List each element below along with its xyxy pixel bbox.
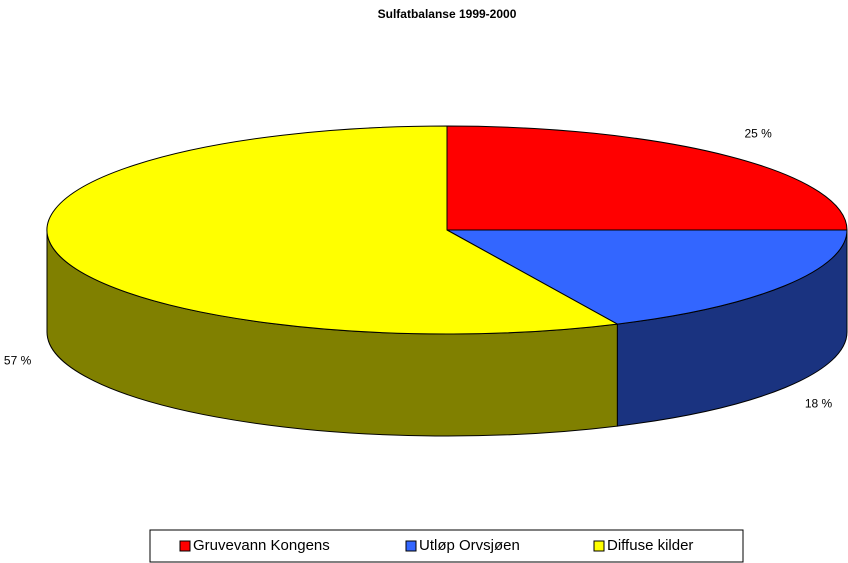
data-label: 57 % [4,354,32,368]
legend-box [149,529,744,563]
legend-label: Gruvevann Kongens [193,537,330,554]
data-label: 25 % [744,127,772,141]
legend-swatch [405,540,417,552]
legend-swatch [179,540,191,552]
data-label: 18 % [805,397,833,411]
chart-title: Sulfatbalanse 1999-2000 [378,7,517,21]
slice [446,229,848,325]
slice [446,125,848,231]
legend-swatch [593,540,605,552]
legend-label: Diffuse kilder [607,537,693,554]
slice [46,125,619,335]
legend-label: Utløp Orvsjøen [419,537,520,554]
